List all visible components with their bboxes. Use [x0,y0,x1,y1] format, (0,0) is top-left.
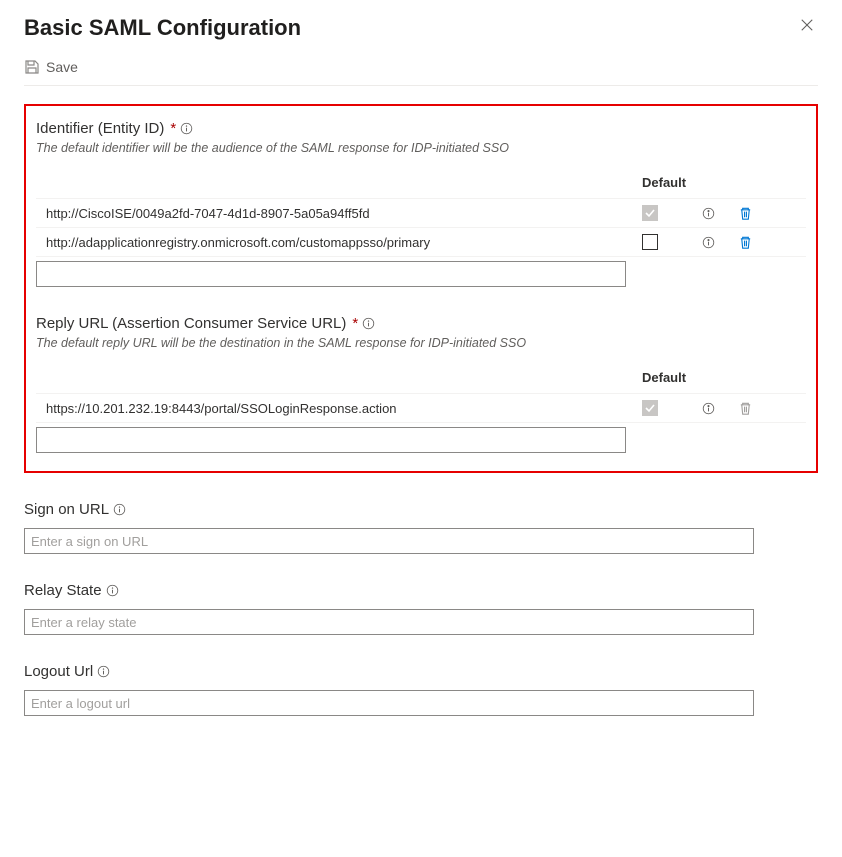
logout-title: Logout Url [24,663,93,680]
close-icon [800,18,814,32]
info-icon[interactable] [180,122,193,135]
save-icon [24,59,40,75]
required-mark: * [170,120,176,137]
identifier-row: http://adapplicationregistry.onmicrosoft… [36,227,806,256]
identifier-new-input[interactable] [36,261,626,287]
default-checkbox-checked [642,400,658,416]
check-icon [644,207,656,219]
trash-icon [738,401,753,416]
identifier-title: Identifier (Entity ID) [36,120,164,137]
info-icon[interactable] [702,207,715,220]
save-button[interactable]: Save [24,59,78,75]
trash-icon [738,206,753,221]
signon-input[interactable] [24,528,754,554]
reply-row: https://10.201.232.19:8443/portal/SSOLog… [36,393,806,422]
save-label: Save [46,59,78,75]
trash-icon [738,235,753,250]
logout-section: Logout Url [24,663,818,716]
logout-input[interactable] [24,690,754,716]
relay-section: Relay State [24,582,818,635]
identifier-desc: The default identifier will be the audie… [36,141,806,155]
page-title: Basic SAML Configuration [24,15,301,41]
reply-new-input[interactable] [36,427,626,453]
info-icon[interactable] [702,402,715,415]
close-button[interactable] [796,14,818,41]
identifier-section: Identifier (Entity ID) * The default ide… [36,120,806,287]
info-icon[interactable] [97,665,110,678]
relay-title: Relay State [24,582,102,599]
default-checkbox-unchecked[interactable] [642,234,658,250]
identifier-row: http://CiscoISE/0049a2fd-7047-4d1d-8907-… [36,198,806,227]
identifier-url: http://adapplicationregistry.onmicrosoft… [42,235,642,250]
identifier-url: http://CiscoISE/0049a2fd-7047-4d1d-8907-… [42,206,642,221]
delete-button-disabled [738,401,774,416]
check-icon [644,402,656,414]
default-column-header: Default [642,370,702,385]
reply-url: https://10.201.232.19:8443/portal/SSOLog… [42,401,642,416]
reply-title: Reply URL (Assertion Consumer Service UR… [36,315,346,332]
relay-input[interactable] [24,609,754,635]
info-icon[interactable] [702,236,715,249]
reply-section: Reply URL (Assertion Consumer Service UR… [36,315,806,453]
reply-desc: The default reply URL will be the destin… [36,336,806,350]
required-mark: * [352,315,358,332]
signon-title: Sign on URL [24,501,109,518]
default-checkbox-checked [642,205,658,221]
delete-button[interactable] [738,235,774,250]
info-icon[interactable] [106,584,119,597]
delete-button[interactable] [738,206,774,221]
highlighted-region: Identifier (Entity ID) * The default ide… [24,104,818,473]
signon-section: Sign on URL [24,501,818,554]
info-icon[interactable] [113,503,126,516]
info-icon[interactable] [362,317,375,330]
default-column-header: Default [642,175,702,190]
toolbar: Save [24,59,818,86]
